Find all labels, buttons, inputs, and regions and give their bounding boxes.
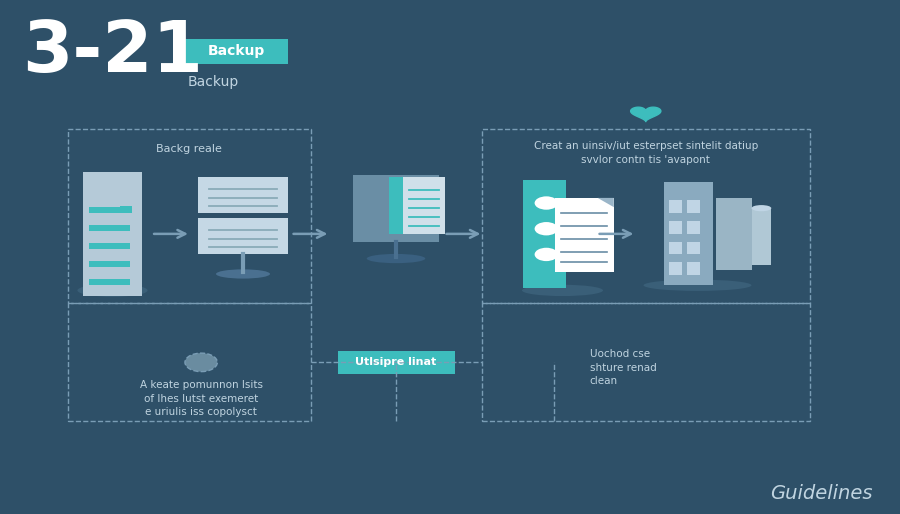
Circle shape bbox=[535, 248, 558, 261]
FancyBboxPatch shape bbox=[688, 200, 700, 213]
Circle shape bbox=[535, 196, 558, 210]
FancyBboxPatch shape bbox=[88, 279, 130, 285]
Circle shape bbox=[185, 353, 218, 372]
FancyBboxPatch shape bbox=[555, 198, 614, 272]
Text: Uochod cse
shture renad
clean: Uochod cse shture renad clean bbox=[590, 350, 656, 386]
FancyBboxPatch shape bbox=[338, 351, 454, 374]
FancyBboxPatch shape bbox=[120, 206, 132, 213]
FancyBboxPatch shape bbox=[523, 180, 566, 288]
FancyBboxPatch shape bbox=[353, 175, 439, 242]
Ellipse shape bbox=[367, 254, 425, 263]
FancyBboxPatch shape bbox=[664, 182, 714, 285]
Text: A keate pomunnon lsits
of lhes lutst exemeret
e uriulis iss copolysct: A keate pomunnon lsits of lhes lutst exe… bbox=[140, 380, 263, 417]
FancyBboxPatch shape bbox=[88, 207, 130, 213]
Circle shape bbox=[535, 222, 558, 235]
FancyBboxPatch shape bbox=[688, 242, 700, 254]
FancyBboxPatch shape bbox=[198, 218, 288, 254]
Ellipse shape bbox=[644, 280, 752, 291]
FancyBboxPatch shape bbox=[184, 39, 288, 64]
FancyBboxPatch shape bbox=[716, 198, 751, 270]
FancyBboxPatch shape bbox=[752, 208, 771, 265]
FancyBboxPatch shape bbox=[670, 221, 682, 234]
Ellipse shape bbox=[752, 205, 771, 211]
FancyBboxPatch shape bbox=[88, 261, 130, 267]
Text: Backup: Backup bbox=[208, 44, 265, 59]
FancyBboxPatch shape bbox=[389, 177, 445, 234]
FancyBboxPatch shape bbox=[88, 243, 130, 249]
Text: Backg reale: Backg reale bbox=[156, 144, 222, 154]
FancyBboxPatch shape bbox=[198, 177, 288, 213]
FancyBboxPatch shape bbox=[83, 172, 142, 296]
Polygon shape bbox=[598, 198, 614, 207]
Ellipse shape bbox=[77, 284, 148, 297]
FancyBboxPatch shape bbox=[670, 242, 682, 254]
FancyBboxPatch shape bbox=[670, 262, 682, 275]
FancyBboxPatch shape bbox=[670, 200, 682, 213]
Text: Guidelines: Guidelines bbox=[770, 484, 873, 503]
Text: 3-21: 3-21 bbox=[22, 18, 203, 87]
Text: Creat an uinsiv/iut esterpset sintelit datiup
svvlor contn tis 'avapont: Creat an uinsiv/iut esterpset sintelit d… bbox=[534, 141, 758, 164]
Text: Backup: Backup bbox=[187, 75, 238, 88]
Text: Utlsipre linat: Utlsipre linat bbox=[356, 357, 436, 368]
FancyBboxPatch shape bbox=[389, 177, 403, 234]
Ellipse shape bbox=[216, 269, 270, 279]
FancyBboxPatch shape bbox=[688, 262, 700, 275]
FancyBboxPatch shape bbox=[88, 225, 130, 231]
Ellipse shape bbox=[522, 285, 603, 296]
Polygon shape bbox=[631, 107, 661, 121]
FancyBboxPatch shape bbox=[688, 221, 700, 234]
